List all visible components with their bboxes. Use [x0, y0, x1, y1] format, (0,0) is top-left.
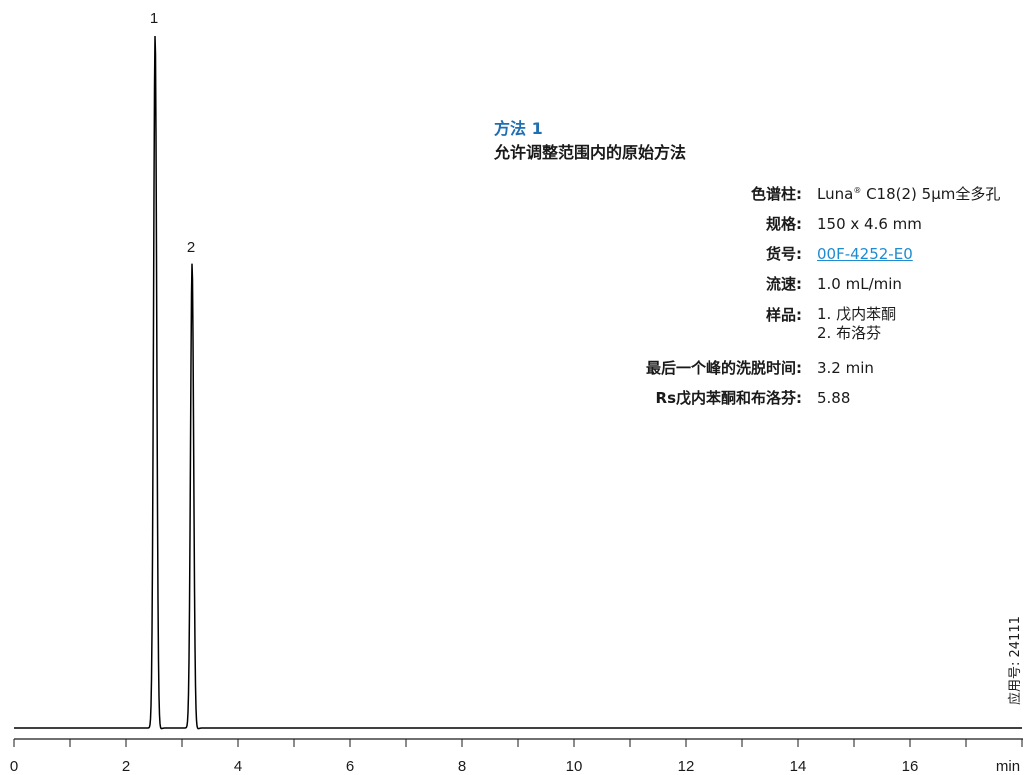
peak-label-2: 2 — [187, 239, 195, 256]
x-tick-label: 6 — [346, 758, 354, 775]
peak-label-1: 1 — [150, 10, 158, 27]
x-tick-label: 14 — [790, 758, 807, 775]
param-label: 色谱柱: — [751, 185, 802, 203]
param-label: 最后一个峰的洗脱时间: — [646, 359, 802, 377]
x-tick-label: 10 — [566, 758, 583, 775]
part-number-link[interactable]: 00F-4252-E0 — [817, 245, 913, 263]
param-value: 1. 戊内苯酮 2. 布洛芬 — [817, 305, 896, 343]
x-tick-label: 2 — [122, 758, 130, 775]
param-value-rest: C18(2) 5μm全多孔 — [861, 185, 1001, 203]
method-info: 方法 1 允许调整范围内的原始方法 — [494, 118, 1024, 164]
param-label: 流速: — [766, 275, 802, 293]
sample-line: 1. 戊内苯酮 — [817, 305, 897, 323]
trace-group — [14, 36, 1022, 730]
param-value: 1.0 mL/min — [817, 275, 902, 293]
param-label: 货号: — [766, 245, 802, 263]
x-tick-label: 12 — [678, 758, 695, 775]
registered-mark: ® — [853, 186, 862, 195]
param-value: 5.88 — [817, 389, 851, 407]
sample-line: 2. 布洛芬 — [817, 324, 882, 342]
method-subtitle: 允许调整范围内的原始方法 — [494, 143, 687, 162]
x-axis-unit-label: min — [996, 758, 1020, 775]
method-title: 方法 1 — [494, 119, 543, 138]
param-value: Luna® C18(2) 5μm全多孔 — [817, 184, 1000, 204]
param-label: Rs戊内苯酮和布洛芬: — [655, 389, 802, 407]
x-tick-label: 0 — [10, 758, 18, 775]
param-label: 样品: — [766, 306, 802, 324]
x-tick-label: 8 — [458, 758, 466, 775]
application-number: 应用号: 24111 — [1008, 616, 1023, 705]
chromatogram-trace — [14, 36, 1022, 730]
param-value: 150 x 4.6 mm — [817, 215, 922, 233]
x-axis: 0 2 4 6 8 10 12 14 16 min — [10, 738, 1023, 775]
x-tick-label: 4 — [234, 758, 242, 775]
param-value: 3.2 min — [817, 359, 874, 377]
peak-labels: 12 — [150, 10, 195, 256]
x-tick-label: 16 — [902, 758, 919, 775]
param-value: 00F-4252-E0 — [817, 244, 913, 264]
param-value-main: Luna — [817, 185, 854, 203]
param-label: 规格: — [766, 215, 802, 233]
